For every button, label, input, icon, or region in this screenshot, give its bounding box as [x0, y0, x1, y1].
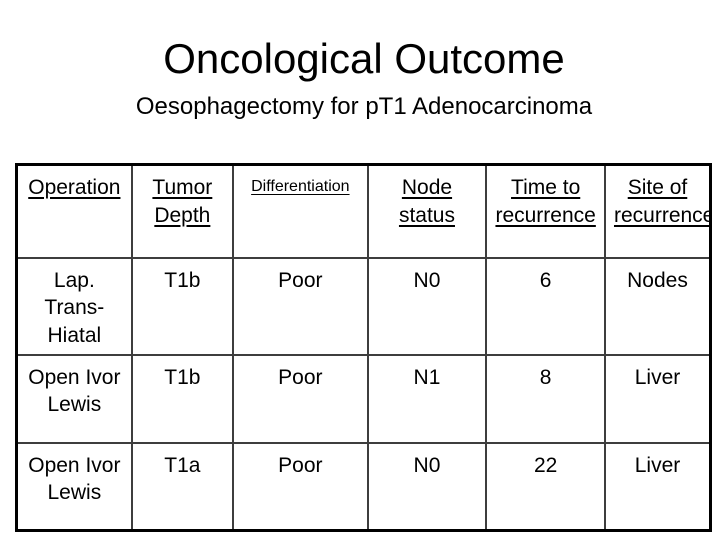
slide-title: Oncological Outcome [163, 35, 565, 82]
cell-tumor-depth: T1a [130, 441, 235, 532]
table-row: Open Ivor Lewis T1b Poor N1 8 Liver [15, 353, 712, 444]
cell-site-of-recurrence: Liver [603, 353, 712, 444]
cell-tumor-depth: T1b [130, 353, 235, 444]
slide-subtitle: Oesophagectomy for pT1 Adenocarcinoma [135, 93, 593, 120]
cell-differentiation: Poor [232, 441, 369, 532]
column-header-operation: Operation [15, 163, 133, 259]
cell-site-of-recurrence: Liver [603, 441, 712, 532]
cell-differentiation: Poor [232, 256, 369, 356]
column-header-time-to-recurrence: Time to recurrence [485, 163, 606, 259]
cell-node-status: N0 [366, 441, 488, 532]
table-row: Lap. Trans-Hiatal T1b Poor N0 6 Nodes [15, 256, 712, 356]
cell-tumor-depth: T1b [130, 256, 235, 356]
cell-differentiation: Poor [232, 353, 369, 444]
column-header-differentiation: Differentiation [232, 163, 369, 259]
column-header-site-of-recurrence: Site of recurrence [603, 163, 712, 259]
outcomes-table: Operation Tumor Depth Differentiation No… [15, 163, 712, 533]
cell-operation: Lap. Trans-Hiatal [15, 256, 133, 356]
cell-operation: Open Ivor Lewis [15, 441, 133, 532]
cell-node-status: N0 [366, 256, 488, 356]
cell-node-status: N1 [366, 353, 488, 444]
outcomes-table-container: Operation Tumor Depth Differentiation No… [15, 163, 712, 533]
header-row: Operation Tumor Depth Differentiation No… [15, 163, 712, 259]
cell-site-of-recurrence: Nodes [603, 256, 712, 356]
cell-time-to-recurrence: 6 [485, 256, 606, 356]
cell-time-to-recurrence: 22 [485, 441, 606, 532]
column-header-tumor-depth: Tumor Depth [130, 163, 235, 259]
cell-operation: Open Ivor Lewis [15, 353, 133, 444]
column-header-node-status: Node status [366, 163, 488, 259]
table-row: Open Ivor Lewis T1a Poor N0 22 Liver [15, 441, 712, 532]
cell-time-to-recurrence: 8 [485, 353, 606, 444]
